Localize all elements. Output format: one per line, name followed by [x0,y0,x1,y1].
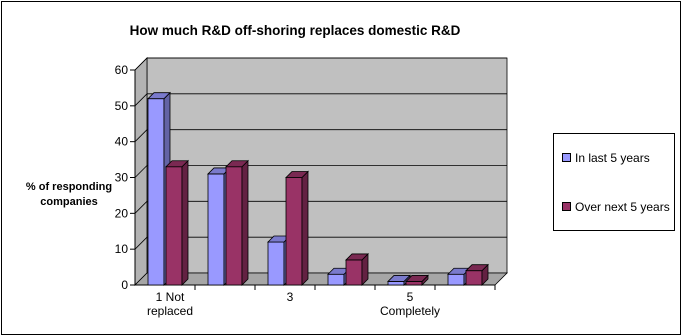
y-axis-label-line-1: % of responding [25,181,113,193]
legend-label-series-1: In last 5 years [575,151,650,165]
y-tick-label: 50 [115,99,129,113]
gridline-side-10 [134,236,148,250]
bar-1-2 [207,173,225,286]
bar-top-1-1 [147,92,171,100]
y-axis-label-line-2: companies [40,196,98,208]
y-tick-label: 30 [115,171,129,185]
x-tick-label: 3 [287,290,294,304]
gridline-side-40 [134,129,148,142]
x-tick-label: 1 Not [156,290,185,304]
bar-2-1 [165,166,183,286]
x-tick-label: 5 [407,290,414,304]
gridline-side-50 [134,93,148,107]
legend-label-series-2: Over next 5 years [575,200,670,214]
bar-side-2-1 [181,159,189,286]
y-tick-label: 10 [115,242,129,256]
bar-2-2 [225,166,243,286]
gridline-side-60 [134,57,148,71]
bar-top-2-1 [165,160,189,168]
bar-top-1-5 [387,275,411,282]
y-tick-label: 60 [115,63,129,77]
y-axis-label: % of responding companies [14,180,124,210]
bar-top-2-6 [465,264,489,272]
gridline-side-30 [134,165,148,178]
y-tick-label: 0 [121,278,128,292]
bar-top-2-4 [345,253,369,261]
chart-title: How much R&D off-shoring replaces domest… [129,23,461,38]
gridline-side-20 [134,201,148,214]
y-tick-label: 40 [115,135,129,149]
bar-side-2-2 [241,159,249,286]
bar-top-2-2 [225,160,249,168]
bar-2-5 [405,281,423,286]
bar-1-4 [327,273,345,286]
bar-2-3 [285,177,303,286]
x-tick-label: Completely [380,304,440,318]
bar-side-2-3 [301,170,309,286]
legend-swatch-series-2 [562,202,571,212]
bar-1-6 [447,273,465,286]
legend-item-series-2: Over next 5 years [562,200,670,214]
legend: In last 5 years Over next 5 years [553,133,675,231]
bar-top-2-5 [405,275,429,282]
bar-1-1 [147,98,165,286]
legend-swatch-series-1 [562,153,571,163]
bar-1-5 [387,281,405,286]
y-tick-label: 20 [115,206,129,220]
bar-top-2-3 [285,171,309,178]
bar-2-4 [345,259,363,286]
legend-item-series-1: In last 5 years [562,151,650,165]
bar-2-6 [465,270,483,286]
x-tick-label: replaced [147,304,193,318]
bar-1-3 [267,241,285,286]
